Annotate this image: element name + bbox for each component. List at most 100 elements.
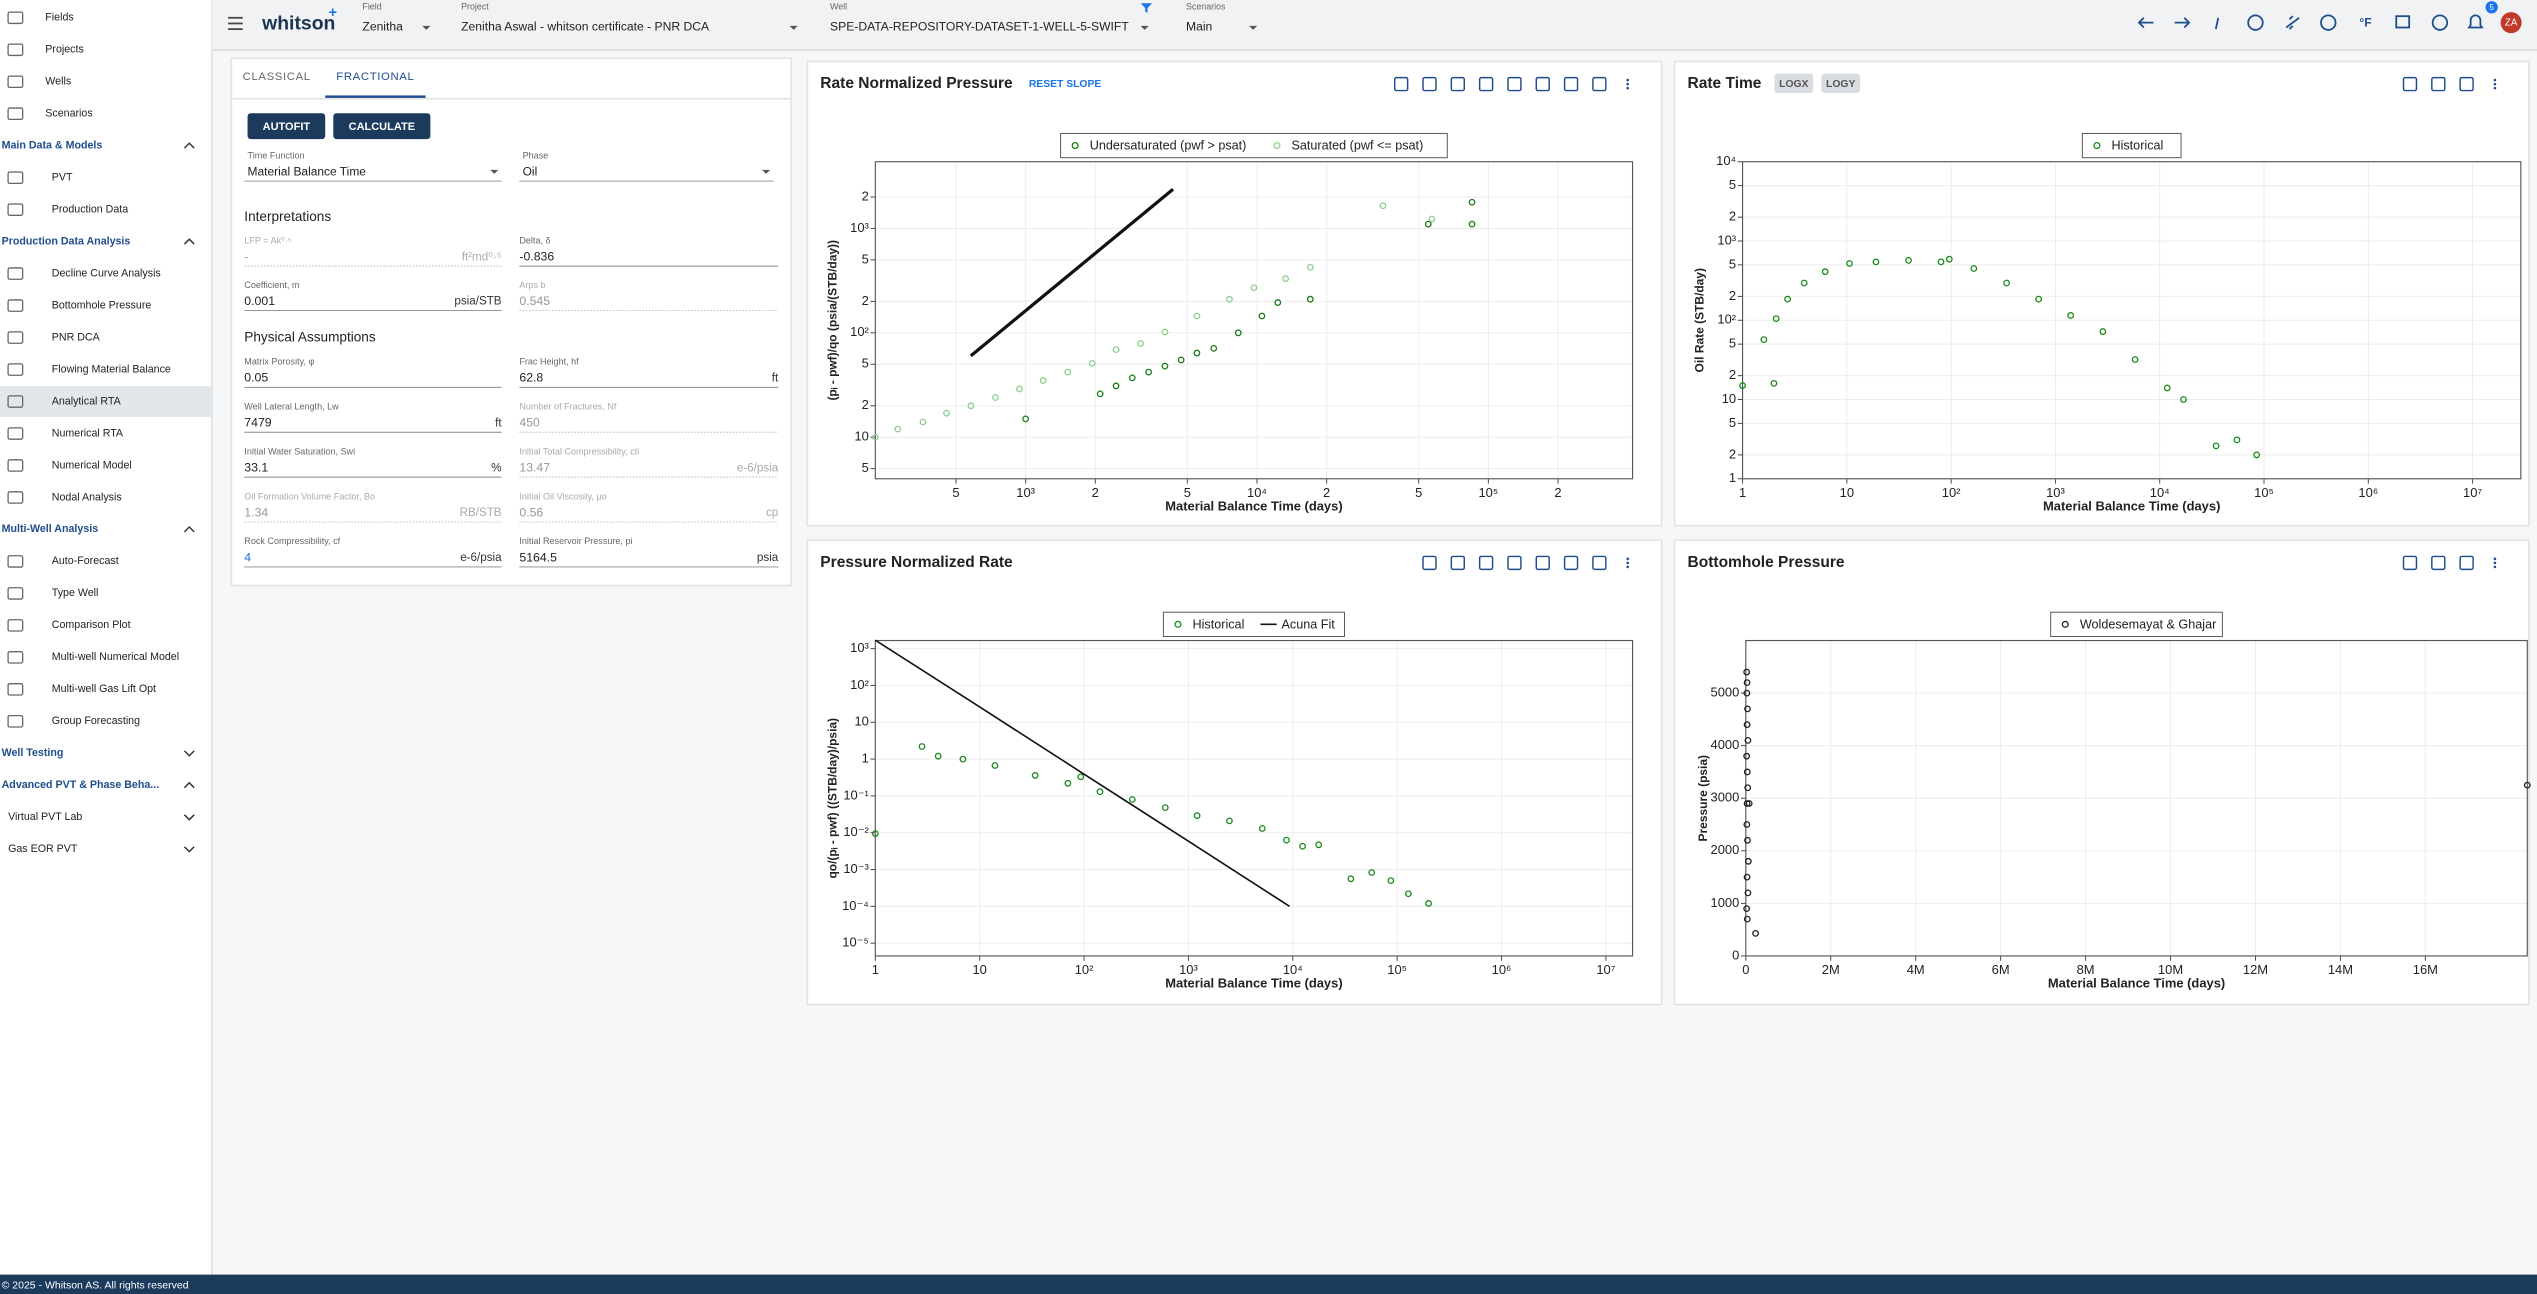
back-button[interactable] xyxy=(2137,17,2154,29)
nav-item[interactable]: Wells xyxy=(45,76,71,88)
button[interactable] xyxy=(247,113,326,140)
chevron-down[interactable] xyxy=(183,750,195,757)
chevron-up[interactable] xyxy=(183,525,195,533)
nav-item[interactable]: Group Forecasting xyxy=(52,715,140,727)
field-value[interactable]: 33.1 xyxy=(244,461,268,475)
nav-item[interactable]: Multi-well Numerical Model xyxy=(52,651,179,663)
nav-item[interactable]: Bottomhole Pressure xyxy=(52,299,152,311)
nav-item[interactable]: Auto-Forecast xyxy=(52,555,119,567)
nav-item[interactable]: PNR DCA xyxy=(52,331,101,343)
tool-icon[interactable] xyxy=(2402,76,2418,92)
legend-label[interactable]: Woldesemayat & Ghajar xyxy=(2080,617,2216,631)
link-button[interactable]: RESET SLOPE xyxy=(1029,79,1102,90)
field-value[interactable]: 0.001 xyxy=(244,294,275,308)
section-header[interactable]: Multi-Well Analysis xyxy=(2,523,99,535)
legend-label[interactable]: Historical xyxy=(2111,139,2163,153)
nav-item[interactable]: Production Data xyxy=(52,203,128,215)
tool-icon[interactable] xyxy=(1507,555,1522,571)
help-button[interactable] xyxy=(2431,14,2449,31)
tool-icon[interactable] xyxy=(2431,555,2446,571)
chip-label[interactable]: LOGX xyxy=(1779,79,1808,90)
field-value[interactable]: 62.8 xyxy=(519,371,543,385)
tool-icon[interactable] xyxy=(1535,555,1550,571)
tool-icon[interactable] xyxy=(1592,555,1607,571)
section-header[interactable]: Advanced PVT & Phase Beha... xyxy=(2,779,160,791)
field-value[interactable]: 0.05 xyxy=(244,371,268,385)
tool-icon[interactable] xyxy=(1478,555,1494,571)
well-select[interactable]: SPE-DATA-REPOSITORY-DATASET-1-WELL-5-SWI… xyxy=(830,20,1129,34)
avatar[interactable] xyxy=(2500,12,2522,34)
nav-item[interactable]: PVT xyxy=(52,171,73,183)
download-button[interactable] xyxy=(2320,14,2337,31)
tool-icon[interactable] xyxy=(2459,555,2474,571)
legend-label[interactable]: Saturated (pwf <= psat) xyxy=(1291,139,1423,153)
chevron-up[interactable] xyxy=(183,781,195,789)
tool-icon[interactable] xyxy=(2459,76,2474,92)
filter-icon[interactable] xyxy=(1140,3,1153,13)
nav-item[interactable]: Analytical RTA xyxy=(52,395,122,407)
tool-icon[interactable] xyxy=(1450,555,1466,571)
tool-icon[interactable] xyxy=(1393,76,1409,92)
button[interactable] xyxy=(333,113,431,140)
project-select[interactable]: Zenitha Aswal - whitson certificate - PN… xyxy=(461,20,710,34)
field-value[interactable]: 4 xyxy=(244,550,251,564)
select-value[interactable]: Material Balance Time xyxy=(248,164,367,178)
nav-item[interactable]: Decline Curve Analysis xyxy=(52,267,161,279)
tool-icon[interactable] xyxy=(2431,76,2446,92)
field-value[interactable]: 7479 xyxy=(244,416,271,430)
tool-icon[interactable] xyxy=(1450,76,1466,92)
notifications-button[interactable] xyxy=(2467,14,2484,29)
slope-line[interactable] xyxy=(969,187,1175,358)
nav-item[interactable]: Nodal Analysis xyxy=(52,491,122,503)
menu-icon[interactable] xyxy=(228,16,243,31)
link-button[interactable] xyxy=(2285,15,2300,30)
info-button[interactable] xyxy=(2214,17,2220,30)
group-header[interactable]: Virtual PVT Lab xyxy=(8,811,82,823)
nav-item[interactable]: Comparison Plot xyxy=(52,619,131,631)
forward-button[interactable] xyxy=(2174,17,2191,29)
chip[interactable] xyxy=(1774,73,1814,94)
section-header[interactable]: Well Testing xyxy=(2,747,64,759)
chat-button[interactable] xyxy=(2395,15,2411,29)
chip[interactable] xyxy=(1821,73,1861,94)
field-value[interactable]: -0.836 xyxy=(519,249,554,263)
nav-item[interactable]: Projects xyxy=(45,44,84,56)
data-point xyxy=(1387,877,1395,885)
chevron-down[interactable] xyxy=(183,846,195,853)
section-header[interactable]: Production Data Analysis xyxy=(2,235,131,247)
tool-icon[interactable] xyxy=(1422,76,1437,92)
tab[interactable]: CLASSICAL xyxy=(243,71,311,83)
legend-label[interactable]: Acuna Fit xyxy=(1282,617,1336,631)
nav-item[interactable]: Flowing Material Balance xyxy=(52,363,171,375)
tool-icon[interactable] xyxy=(1507,76,1522,92)
nav-item[interactable]: Multi-well Gas Lift Opt xyxy=(52,683,156,695)
field-select[interactable]: Zenitha xyxy=(362,20,403,34)
tool-icon[interactable] xyxy=(1592,76,1607,92)
tool-icon[interactable] xyxy=(1563,555,1579,571)
chip-label[interactable]: LOGY xyxy=(1826,79,1855,90)
chevron-up[interactable] xyxy=(183,238,195,245)
nav-item[interactable]: Fields xyxy=(45,12,73,24)
chevron-up[interactable] xyxy=(183,142,195,149)
tab[interactable]: FRACTIONAL xyxy=(336,71,414,83)
tool-icon[interactable] xyxy=(1535,76,1550,92)
section-header[interactable]: Main Data & Models xyxy=(2,140,103,152)
tool-icon[interactable] xyxy=(1563,76,1579,92)
tool-icon[interactable] xyxy=(2402,555,2418,571)
scenario-select[interactable]: Main xyxy=(1186,20,1212,34)
nav-item[interactable]: Scenarios xyxy=(45,108,92,120)
temperature-unit[interactable]: °F xyxy=(2359,16,2371,30)
nav-item[interactable]: Type Well xyxy=(52,587,99,599)
legend-label[interactable]: Historical xyxy=(1193,617,1245,631)
select-value[interactable]: Oil xyxy=(523,164,538,178)
logo[interactable]: whitson xyxy=(261,12,335,34)
tool-icon[interactable] xyxy=(1478,76,1494,92)
group-header[interactable]: Gas EOR PVT xyxy=(8,843,78,855)
nav-item[interactable]: Numerical Model xyxy=(52,459,132,471)
legend-label[interactable]: Undersaturated (pwf > psat) xyxy=(1090,139,1247,153)
nav-item[interactable]: Numerical RTA xyxy=(52,427,124,439)
field-value[interactable]: 5164.5 xyxy=(519,550,557,564)
tool-icon[interactable] xyxy=(1422,555,1437,571)
chevron-down[interactable] xyxy=(183,814,195,821)
globe-button[interactable] xyxy=(2247,14,2264,31)
